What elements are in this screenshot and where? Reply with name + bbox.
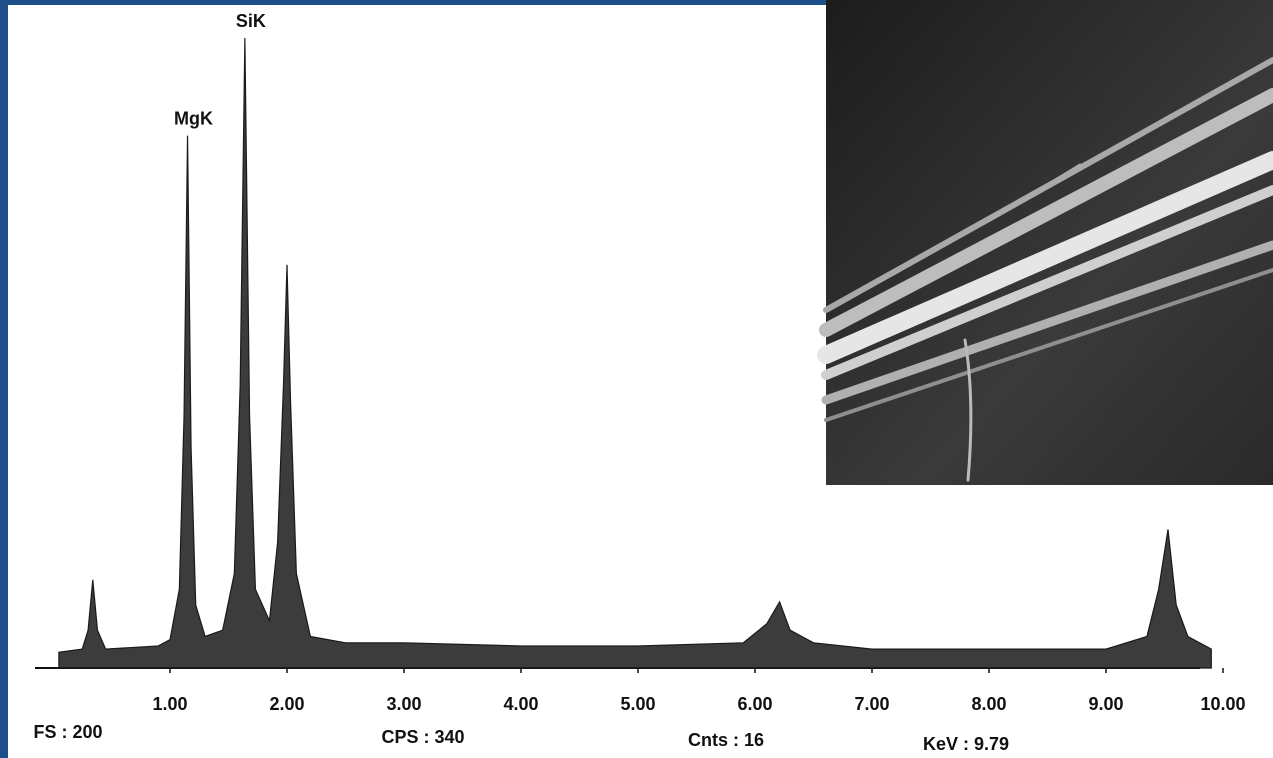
spectrum — [58, 37, 1212, 669]
x-tick-label: 3.00 — [386, 694, 421, 714]
peak-label: MgK — [174, 108, 213, 128]
peak-label: SiK — [236, 11, 266, 31]
footer-label: CPS : 340 — [381, 727, 464, 747]
x-tick-label: 10.00 — [1200, 694, 1245, 714]
x-tick-label: 7.00 — [854, 694, 889, 714]
footer-label: Cnts : 16 — [688, 730, 764, 750]
footer-label: FS : 200 — [33, 722, 102, 742]
x-tick-label: 5.00 — [620, 694, 655, 714]
sem-image — [817, 0, 1273, 485]
x-tick-label: 8.00 — [971, 694, 1006, 714]
x-tick-label: 6.00 — [737, 694, 772, 714]
x-tick-label: 1.00 — [152, 694, 187, 714]
x-tick-label: 9.00 — [1088, 694, 1123, 714]
x-tick-label: 2.00 — [269, 694, 304, 714]
footer-label: KeV : 9.79 — [923, 734, 1009, 754]
x-tick-label: 4.00 — [503, 694, 538, 714]
